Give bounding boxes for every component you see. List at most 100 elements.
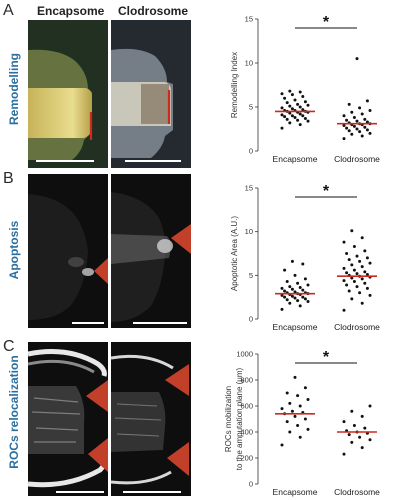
data-point bbox=[288, 104, 292, 108]
micrograph-b-encapsome-drawing bbox=[28, 174, 108, 328]
y-tick-label: 5 bbox=[249, 271, 253, 280]
data-point bbox=[342, 308, 346, 312]
y-tick-label: 0 bbox=[249, 480, 253, 489]
data-point bbox=[303, 386, 307, 390]
data-point bbox=[290, 287, 294, 291]
data-point bbox=[296, 281, 300, 285]
data-point bbox=[301, 262, 305, 266]
data-point bbox=[345, 126, 349, 130]
data-point bbox=[345, 118, 349, 122]
data-point bbox=[298, 90, 302, 94]
data-point bbox=[285, 391, 289, 395]
data-point bbox=[365, 120, 369, 124]
data-point bbox=[347, 129, 351, 133]
data-point bbox=[352, 124, 356, 128]
data-point bbox=[350, 110, 354, 114]
x-category-label: Encapsome bbox=[273, 154, 318, 164]
data-point bbox=[280, 443, 284, 447]
data-point bbox=[365, 256, 369, 260]
column-header-clodrosome: Clodrosome bbox=[118, 4, 189, 18]
data-point bbox=[358, 106, 362, 110]
data-point bbox=[350, 132, 354, 136]
panel-letter-a: A bbox=[3, 2, 14, 19]
data-point bbox=[358, 291, 362, 295]
data-point bbox=[360, 277, 364, 281]
data-point bbox=[355, 272, 359, 276]
data-point bbox=[306, 283, 310, 287]
data-point bbox=[368, 109, 372, 113]
data-point bbox=[293, 296, 297, 300]
chart-rocs-mobilization: 0 200 400 600 800 1000 ROCs mobilization to the… bbox=[224, 349, 380, 497]
data-point bbox=[306, 427, 310, 431]
data-point bbox=[355, 254, 359, 258]
micrograph-c-encapsome bbox=[28, 342, 108, 496]
data-point bbox=[280, 293, 284, 297]
data-point bbox=[360, 112, 364, 116]
data-point bbox=[301, 295, 305, 299]
data-point bbox=[347, 289, 351, 293]
arrow-c-encapsome-upper bbox=[86, 380, 108, 412]
data-point bbox=[368, 131, 372, 135]
data-point bbox=[352, 116, 356, 120]
data-point bbox=[360, 236, 364, 240]
data-point bbox=[342, 452, 346, 456]
data-point bbox=[298, 304, 302, 308]
data-point bbox=[296, 424, 300, 427]
chart-remodelling-index: 0 5 10 15 Remodelling Index Encapsome Clodroso… bbox=[230, 14, 380, 164]
data-point bbox=[360, 414, 364, 418]
data-point bbox=[358, 259, 362, 263]
data-point bbox=[360, 265, 364, 269]
data-point bbox=[285, 101, 289, 105]
data-point bbox=[303, 417, 307, 421]
x-category-label: Clodrosome bbox=[334, 322, 380, 332]
data-point bbox=[342, 420, 346, 424]
data-point bbox=[290, 107, 294, 111]
x-category-label: Clodrosome bbox=[334, 154, 380, 164]
data-point bbox=[298, 112, 302, 116]
data-point bbox=[306, 300, 310, 304]
data-point bbox=[288, 121, 292, 125]
panel-letter-b: B bbox=[3, 170, 14, 187]
x-category-label: Encapsome bbox=[273, 322, 318, 332]
data-point bbox=[347, 433, 351, 437]
micrograph-a-encapsome-drawing bbox=[28, 20, 108, 168]
data-point bbox=[293, 273, 297, 277]
micrograph-a-encapsome bbox=[28, 20, 108, 168]
data-point bbox=[365, 286, 369, 290]
y-tick-label: 600 bbox=[240, 402, 253, 411]
data-point bbox=[355, 57, 359, 61]
y-tick-label: 5 bbox=[249, 103, 253, 112]
data-point bbox=[285, 298, 289, 302]
data-point bbox=[280, 92, 284, 96]
data-point bbox=[280, 286, 284, 290]
data-point bbox=[303, 116, 307, 120]
micrograph-b-clodrosome bbox=[111, 174, 191, 328]
data-point bbox=[290, 409, 294, 413]
data-point bbox=[283, 96, 287, 100]
data-point bbox=[352, 268, 356, 272]
data-point bbox=[285, 420, 289, 424]
y-tick-label: 1000 bbox=[236, 350, 253, 359]
data-point bbox=[301, 288, 305, 292]
y-tick-label: 400 bbox=[240, 428, 253, 437]
micrograph-a-clodrosome-drawing bbox=[111, 20, 191, 168]
data-point bbox=[293, 414, 297, 418]
data-point bbox=[285, 117, 289, 121]
arrow-c-encapsome-lower bbox=[88, 438, 108, 472]
data-point bbox=[290, 114, 294, 118]
data-point bbox=[288, 111, 292, 115]
y-tick-label: 0 bbox=[249, 315, 253, 324]
arrow-b-clodrosome bbox=[171, 224, 191, 254]
data-point bbox=[303, 100, 307, 104]
arrow-b-encapsome bbox=[94, 258, 108, 284]
y-axis-label: Remodelling Index bbox=[230, 52, 239, 118]
y-tick-label: 10 bbox=[245, 59, 253, 68]
data-point bbox=[355, 119, 359, 123]
data-point bbox=[283, 295, 287, 299]
micrograph-c-clodrosome bbox=[111, 342, 191, 496]
data-point bbox=[358, 130, 362, 134]
data-point bbox=[283, 115, 287, 119]
chart-apoptotic-area: 0 5 10 15 Apoptotic Area (A.U.) Encapsome Clod… bbox=[230, 183, 380, 332]
data-point bbox=[288, 285, 292, 289]
